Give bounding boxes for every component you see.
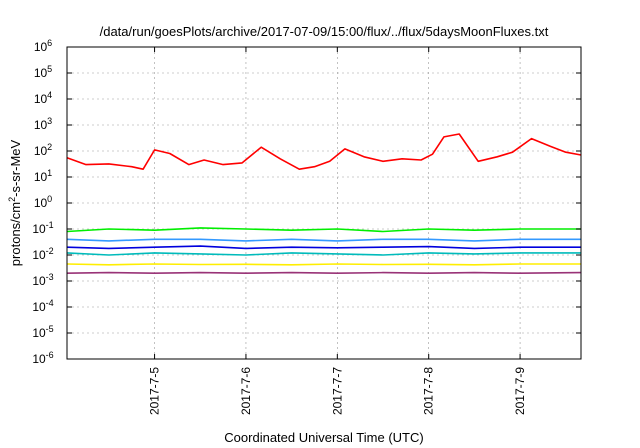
y-tick-label: 101 (34, 168, 52, 184)
y-tick-label: 10-2 (32, 246, 53, 262)
y-tick-label: 10-3 (32, 272, 53, 288)
y-tick-label: 103 (34, 116, 52, 132)
series-line-5 (66, 252, 581, 256)
y-tick-label: 104 (34, 90, 52, 106)
y-tick-label: 10-5 (32, 324, 53, 340)
y-axis-label-part-1: protons/cm (8, 202, 23, 266)
y-axis-label-superscript: 2 (7, 197, 17, 202)
x-tick-label: 2017-7-9 (513, 367, 527, 415)
y-tick-label: 10-4 (32, 298, 53, 314)
series-line-6 (66, 263, 581, 266)
series-line-3 (66, 238, 581, 242)
chart-title: /data/run/goesPlots/archive/2017-07-09/1… (100, 24, 549, 39)
x-tick-label: 2017-7-5 (148, 367, 162, 415)
x-tick-label: 2017-7-8 (422, 367, 436, 415)
grid (67, 47, 581, 359)
y-tick-label: 10-6 (32, 350, 53, 366)
y-tick-label: 106 (34, 38, 52, 54)
series-line-7 (66, 271, 582, 275)
y-axis-label: protons/cm2-s-sr-MeV (7, 139, 23, 266)
series-line-2 (66, 227, 581, 233)
y-axis-label-part-2: -s-sr-MeV (8, 139, 23, 196)
x-axis-label: Coordinated Universal Time (UTC) (224, 430, 423, 445)
y-tick-label: 105 (34, 64, 52, 80)
series-line-1 (66, 133, 582, 170)
axis-ticks (67, 46, 581, 360)
y-tick-label: 10-1 (32, 220, 53, 236)
series-lines (66, 133, 582, 275)
x-tick-label: 2017-7-6 (239, 367, 253, 415)
x-tick-label: 2017-7-7 (330, 367, 344, 415)
y-tick-label: 100 (34, 194, 52, 210)
y-tick-label: 102 (34, 142, 52, 158)
x-tick-labels: 2017-7-5 2017-7-6 2017-7-7 2017-7-8 2017-7-9 (148, 367, 528, 415)
y-tick-labels: 10-6 10-5 10-4 10-3 10-2 10-1 100 101 102 103 104 1… (32, 38, 53, 366)
series-line-4 (66, 245, 581, 250)
